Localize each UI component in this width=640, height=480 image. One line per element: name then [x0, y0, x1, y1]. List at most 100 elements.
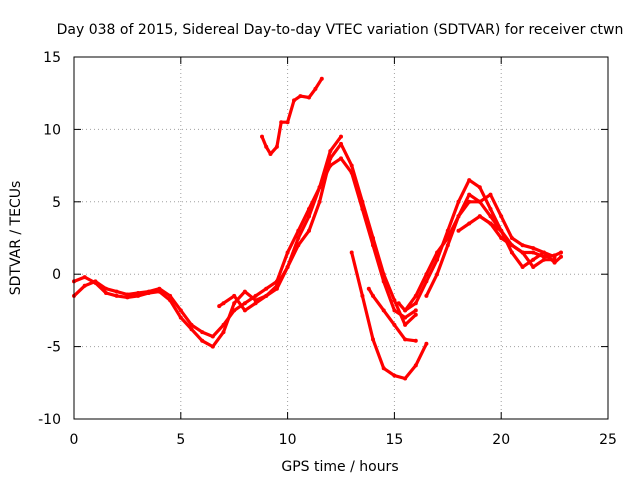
data-point [381, 308, 386, 313]
x-tick-labels: 0 5 10 15 20 25 [70, 432, 617, 448]
series-arc-7 [397, 178, 563, 312]
data-point [232, 293, 237, 298]
data-point [392, 322, 397, 327]
data-point [210, 334, 215, 339]
y-axis-label: SDTVAR / TECUs [8, 181, 24, 296]
data-point [146, 291, 151, 295]
x-tick-label: 0 [70, 432, 79, 448]
data-point [477, 214, 482, 219]
data-point [285, 250, 290, 255]
data-point [253, 293, 258, 298]
grid [74, 57, 608, 419]
data-point [531, 265, 536, 269]
data-point [509, 250, 514, 255]
data-point [435, 272, 440, 277]
data-point [285, 265, 290, 269]
data-point [189, 327, 194, 332]
data-point [285, 120, 290, 125]
y-tick-label: -10 [38, 412, 61, 428]
data-point [157, 286, 162, 291]
data-point [264, 293, 269, 298]
data-point [499, 236, 504, 240]
data-point [541, 257, 546, 262]
data-point [435, 257, 440, 262]
data-point [136, 293, 141, 298]
data-point [296, 228, 301, 233]
data-point [424, 293, 429, 298]
data-point [371, 293, 375, 298]
data-point [413, 308, 418, 313]
y-tick-labels: -10 -5 0 5 10 15 [38, 50, 61, 428]
data-point [403, 337, 408, 342]
data-point [200, 338, 205, 343]
data-point [264, 144, 269, 149]
data-point [114, 289, 119, 294]
data-point [178, 308, 183, 313]
data-point [413, 293, 418, 298]
data-point [339, 134, 343, 139]
x-tick-label: 10 [279, 432, 297, 448]
data-point [488, 221, 493, 226]
x-tick-label: 5 [176, 432, 185, 448]
x-tick-label: 25 [599, 432, 617, 448]
data-point [349, 163, 354, 168]
y-tick-label: 5 [52, 195, 61, 211]
data-point [413, 312, 418, 317]
data-point [499, 214, 504, 219]
plot-frame [73, 56, 609, 420]
data-point [217, 304, 222, 309]
data-point [499, 228, 504, 233]
data-point [339, 156, 343, 161]
data-point [381, 272, 386, 277]
data-point [541, 250, 546, 255]
data-point [392, 373, 397, 378]
data-point [445, 228, 450, 233]
data-point [488, 207, 493, 211]
data-point [210, 344, 215, 349]
data-point [488, 192, 493, 197]
data-point [360, 293, 365, 298]
data-point [349, 250, 354, 255]
data-point [260, 134, 264, 139]
data-point [371, 337, 375, 342]
data-point [509, 236, 514, 240]
data-point [319, 76, 324, 81]
data-point [552, 254, 557, 259]
y-tick-label: -5 [47, 340, 61, 356]
data-point [467, 178, 472, 183]
data-point [242, 301, 247, 306]
data-point [552, 260, 557, 265]
data-point [435, 250, 440, 255]
data-point [392, 308, 397, 313]
data-point [307, 228, 311, 233]
traces [72, 76, 563, 381]
data-point [392, 298, 397, 303]
data-point [268, 152, 273, 156]
data-point [298, 94, 303, 99]
data-point [221, 301, 226, 306]
data-point [366, 286, 371, 291]
data-point [82, 283, 87, 288]
data-point [403, 376, 408, 381]
data-point [531, 257, 536, 262]
data-point [413, 301, 418, 306]
data-point [371, 236, 375, 240]
data-point [200, 330, 205, 335]
data-point [403, 322, 408, 327]
data-point [541, 254, 546, 259]
axis-ticks [73, 56, 609, 420]
x-tick-label: 15 [385, 432, 403, 448]
series-arc-5 [350, 250, 428, 381]
data-point [279, 120, 284, 125]
data-point [445, 243, 450, 248]
data-point [125, 292, 130, 297]
series-arc-8 [403, 193, 563, 312]
data-point [520, 243, 525, 248]
data-point [157, 289, 162, 294]
data-point [104, 291, 108, 295]
y-tick-label: 0 [52, 267, 61, 283]
x-tick-label: 20 [492, 432, 510, 448]
data-point [274, 286, 279, 291]
data-point [413, 363, 418, 368]
data-point [424, 279, 429, 284]
